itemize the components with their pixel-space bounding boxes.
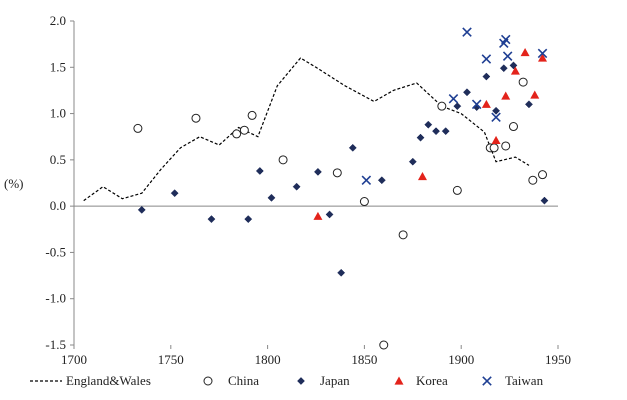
point-korea — [520, 47, 530, 57]
legend: England&Wales China Japan Korea Taiwan — [30, 373, 544, 388]
point-korea — [313, 211, 323, 220]
point-japan — [348, 143, 357, 152]
chart-axes — [73, 21, 558, 345]
y-tick-label: -1.5 — [45, 337, 66, 352]
x-tick-label: 1850 — [351, 352, 377, 367]
x-tick-label: 1750 — [158, 352, 184, 367]
point-taiwan — [502, 51, 513, 61]
y-tick-label: 0.0 — [50, 198, 66, 213]
x-tick-label: 1950 — [545, 352, 571, 367]
point-china — [133, 123, 143, 133]
y-tick-label: 0.5 — [50, 152, 66, 167]
point-japan — [337, 268, 346, 277]
point-japan — [377, 176, 386, 185]
y-tick-label: -1.0 — [45, 291, 66, 306]
y-tick-label: 1.0 — [50, 106, 66, 121]
point-china — [538, 170, 548, 180]
point-china — [332, 168, 342, 178]
point-taiwan — [462, 27, 472, 37]
legend-symbol-korea — [394, 376, 404, 385]
point-japan — [525, 100, 533, 109]
y-axis-label: (%) — [4, 176, 24, 191]
point-korea — [481, 99, 491, 108]
point-taiwan — [537, 48, 548, 59]
legend-label-japan: Japan — [320, 373, 350, 388]
point-china — [239, 125, 249, 135]
point-japan — [170, 189, 179, 198]
point-china — [247, 110, 257, 120]
legend-label-korea: Korea — [416, 373, 448, 388]
legend-symbol-japan — [297, 377, 305, 385]
point-taiwan — [500, 34, 511, 45]
point-japan — [292, 182, 301, 191]
point-china — [437, 101, 447, 111]
point-japan — [313, 167, 322, 176]
x-tick-label: 1900 — [448, 352, 474, 367]
point-china — [398, 230, 408, 240]
point-japan — [509, 61, 518, 70]
point-japan — [267, 193, 276, 202]
point-japan — [137, 205, 146, 214]
point-china — [379, 340, 389, 350]
point-korea — [501, 91, 511, 100]
point-taiwan — [361, 175, 372, 185]
point-china — [508, 122, 518, 132]
point-japan — [463, 88, 471, 97]
point-china — [518, 77, 528, 87]
point-taiwan — [448, 93, 459, 104]
point-korea — [417, 172, 427, 181]
point-china — [452, 185, 462, 195]
point-china — [191, 113, 201, 123]
point-china — [278, 155, 288, 165]
legend-symbol-taiwan — [482, 376, 492, 386]
legend-label-taiwan: Taiwan — [505, 373, 544, 388]
y-tick-label: 1.5 — [50, 59, 66, 74]
point-japan — [244, 215, 253, 224]
point-china — [232, 129, 242, 139]
x-axis-ticks: 1700 1750 1800 1850 1900 1950 — [61, 345, 571, 367]
point-china — [359, 197, 369, 207]
point-japan — [325, 210, 334, 219]
point-korea — [491, 135, 501, 145]
point-japan — [255, 167, 264, 175]
point-japan — [408, 157, 417, 166]
point-japan — [482, 72, 491, 81]
point-korea — [530, 90, 540, 99]
point-taiwan — [471, 99, 482, 110]
point-japan — [441, 127, 450, 136]
point-japan — [453, 102, 462, 111]
point-japan — [540, 196, 549, 205]
y-tick-label: 2.0 — [50, 13, 66, 28]
legend-label-england-wales: England&Wales — [66, 373, 151, 388]
point-korea — [510, 66, 520, 75]
point-china — [489, 143, 499, 153]
point-china — [501, 141, 511, 151]
x-tick-label: 1700 — [61, 352, 87, 367]
point-japan — [499, 64, 508, 73]
series-line-england-wales — [83, 57, 530, 202]
y-axis-ticks: 2.0 1.5 1.0 0.5 0.0 -0.5 -1.0 -1.5 — [45, 13, 74, 352]
x-tick-label: 1800 — [255, 352, 281, 367]
point-japan — [424, 120, 433, 129]
point-china — [528, 175, 538, 185]
point-japan — [416, 133, 425, 142]
legend-label-china: China — [228, 373, 259, 388]
y-tick-label: -0.5 — [45, 244, 66, 259]
point-taiwan — [481, 54, 492, 64]
point-taiwan — [491, 112, 501, 123]
point-japan — [492, 106, 501, 115]
point-korea — [538, 53, 548, 62]
point-japan — [432, 127, 440, 136]
point-japan — [207, 215, 216, 224]
legend-symbol-china — [203, 376, 213, 386]
plot-area — [83, 27, 549, 350]
